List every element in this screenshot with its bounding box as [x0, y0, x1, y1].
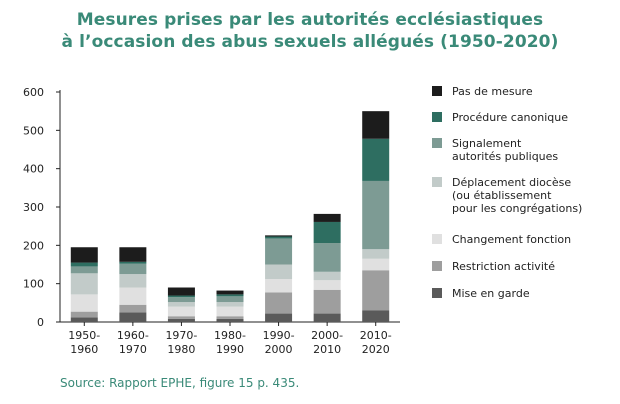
legend-swatch	[432, 234, 442, 244]
x-tick-label: 1960	[70, 343, 98, 356]
bar-segment	[119, 287, 147, 305]
y-tick-label: 600	[23, 86, 44, 99]
chart-title-line-2: à l’occasion des abus sexuels allégués (…	[61, 32, 559, 52]
bar-segment	[119, 261, 147, 264]
bar-segment	[216, 316, 244, 319]
bar-segment	[119, 247, 147, 262]
x-tick-label: 1960-	[117, 329, 149, 342]
x-tick-label: 2000	[265, 343, 293, 356]
x-tick-label: 1980-	[214, 329, 246, 342]
x-tick-label: 2010	[313, 343, 341, 356]
legend-label: pour les congrégations)	[452, 202, 582, 215]
bar-segment	[265, 313, 293, 322]
bar-segment	[313, 243, 341, 272]
legend-swatch	[432, 138, 442, 148]
bar-segment	[216, 296, 244, 303]
legend-label: Procédure canonique	[452, 111, 568, 124]
bar-segment	[167, 302, 195, 307]
bar-segment	[362, 249, 390, 259]
bar-segment	[119, 263, 147, 275]
bar-segment	[313, 313, 341, 322]
bar-segment	[265, 292, 293, 314]
bar-segment	[313, 280, 341, 290]
legend-label: Signalement	[452, 137, 522, 150]
y-tick-label: 100	[23, 278, 44, 291]
x-tick-label: 2010-	[360, 329, 392, 342]
bar-segment	[167, 318, 195, 322]
bar-segment	[362, 180, 390, 250]
bar-segment	[216, 306, 244, 317]
bar-segment	[167, 297, 195, 303]
legend-swatch	[432, 261, 442, 271]
bar-segment	[313, 271, 341, 281]
bar-segment	[265, 235, 293, 237]
bar-segment	[313, 289, 341, 314]
bar-segment	[265, 279, 293, 293]
bar-segment	[216, 302, 244, 307]
bar-segment	[362, 111, 390, 139]
bar-segment	[70, 273, 98, 295]
legend-swatch	[432, 177, 442, 187]
bar-segment	[265, 238, 293, 265]
legend-swatch	[432, 112, 442, 122]
bar-segment	[362, 270, 390, 311]
legend-label: Déplacement diocèse	[452, 176, 571, 189]
legend-label: (ou établissement	[452, 189, 552, 202]
bar-segment	[70, 262, 98, 267]
x-tick-label: 1970	[119, 343, 147, 356]
y-tick-label: 200	[23, 239, 44, 252]
bar-segment	[70, 294, 98, 312]
legend-swatch	[432, 288, 442, 298]
bar-segment	[216, 318, 244, 322]
bar-segment	[216, 294, 244, 297]
x-tick-label: 1990-	[263, 329, 295, 342]
bar-segment	[167, 306, 195, 317]
bar-segment	[313, 221, 341, 244]
bar-segment	[167, 295, 195, 298]
legend-label: Pas de mesure	[452, 85, 533, 98]
legend-label: Restriction activité	[452, 260, 555, 273]
source-note: Source: Rapport EPHE, figure 15 p. 435.	[60, 376, 300, 390]
y-tick-label: 0	[37, 316, 44, 329]
bar-segment	[70, 247, 98, 263]
bar-segment	[216, 290, 244, 295]
y-tick-label: 300	[23, 201, 44, 214]
bar-segment	[119, 274, 147, 288]
bar-segment	[167, 316, 195, 319]
x-tick-label: 2000-	[311, 329, 343, 342]
bar-segment	[313, 213, 341, 222]
bar-segment	[70, 311, 98, 318]
y-tick-label: 400	[23, 163, 44, 176]
x-tick-label: 1980	[167, 343, 195, 356]
y-tick-label: 500	[23, 124, 44, 137]
legend-label: Changement fonction	[452, 233, 571, 246]
legend-label: autorités publiques	[452, 150, 558, 163]
bar-segment	[362, 258, 390, 271]
legend-label: Mise en garde	[452, 287, 530, 300]
x-tick-label: 2020	[362, 343, 390, 356]
bar-segment	[362, 310, 390, 322]
chart-title-line-1: Mesures prises par les autorités ecclési…	[76, 10, 544, 30]
bar-segment	[119, 304, 147, 313]
x-tick-label: 1990	[216, 343, 244, 356]
bar-segment	[70, 266, 98, 274]
bar-segment	[70, 317, 98, 322]
bar-segment	[265, 264, 293, 280]
bar-segment	[167, 287, 195, 296]
x-tick-label: 1950-	[68, 329, 100, 342]
bar-segment	[265, 236, 293, 239]
bar-segment	[362, 138, 390, 181]
x-tick-label: 1970-	[165, 329, 197, 342]
legend-swatch	[432, 86, 442, 96]
bar-segment	[119, 312, 147, 322]
